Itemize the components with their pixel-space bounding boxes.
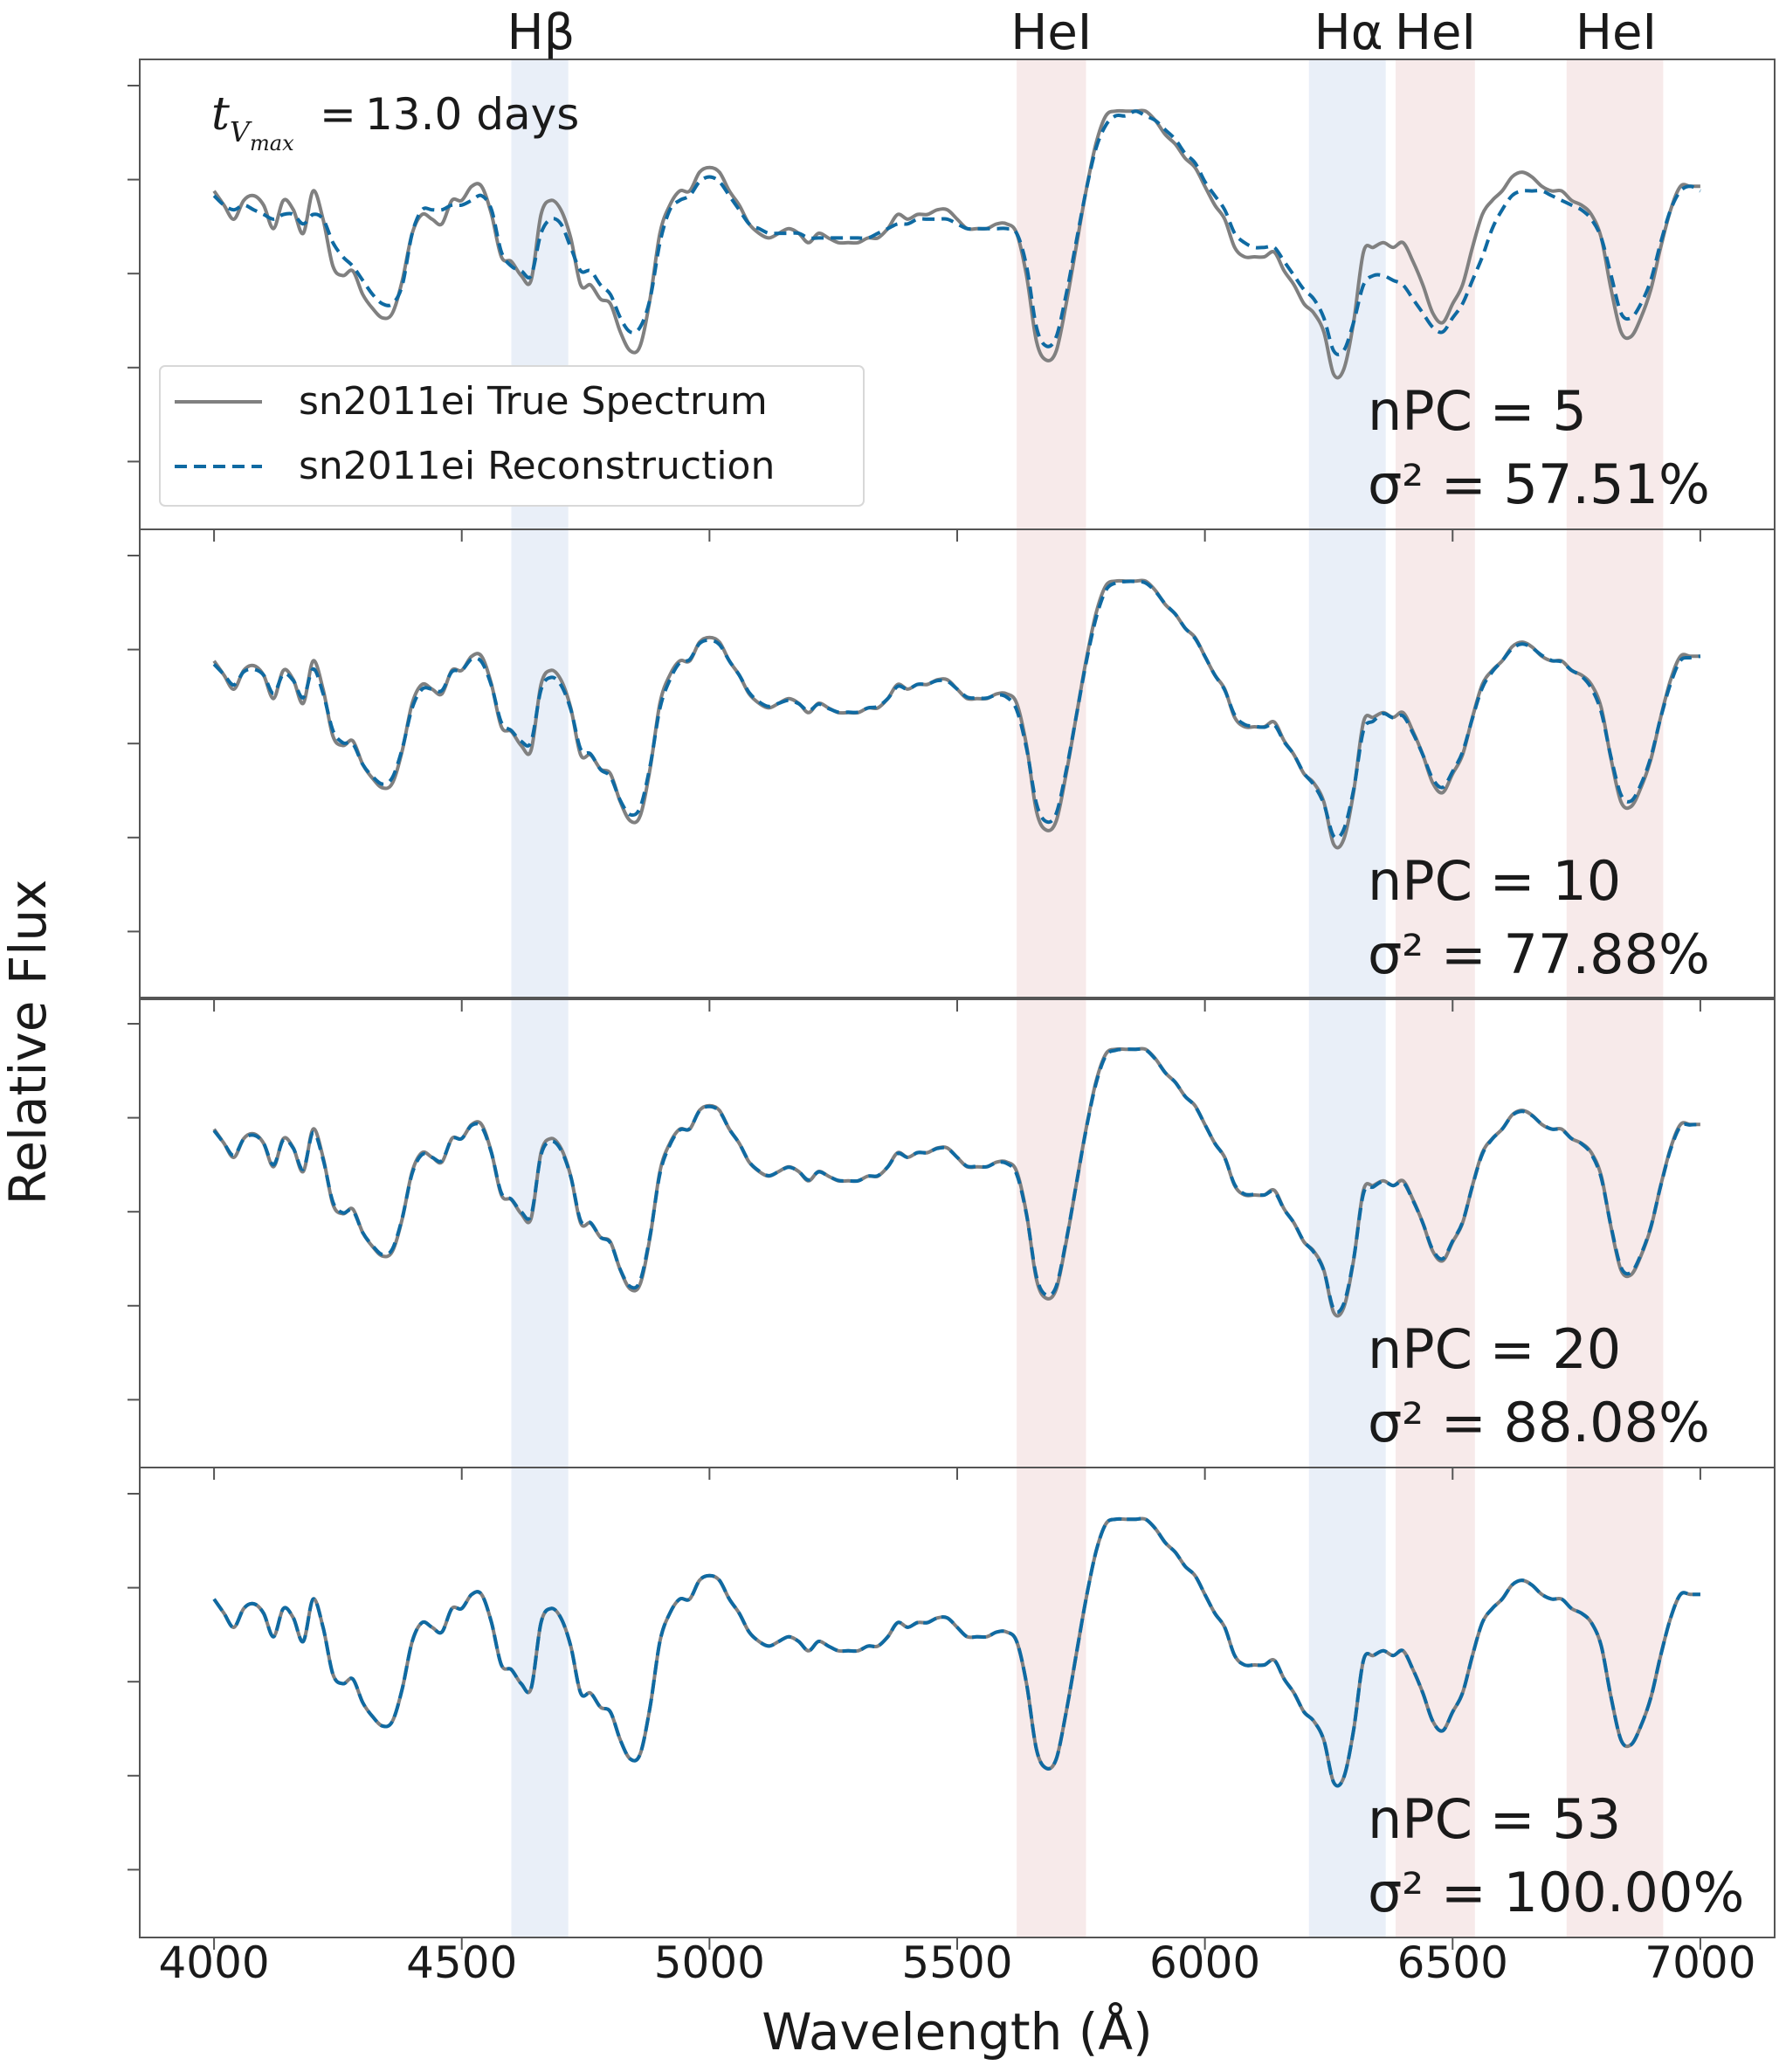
panel-0-variance: σ² = 57.51% bbox=[1368, 452, 1710, 516]
x-tick-label-2: 5000 bbox=[654, 1937, 765, 1988]
x-tick-label-3: 5500 bbox=[901, 1937, 1012, 1988]
panel-frames bbox=[128, 59, 1776, 1950]
line-label-1: HeI bbox=[1010, 4, 1092, 61]
x-tick-label-5: 6500 bbox=[1397, 1937, 1508, 1988]
x-axis-title: Wavelength (Å) bbox=[762, 2001, 1152, 2062]
panel-3-frame bbox=[139, 1467, 1776, 1938]
line-label-3: HeI bbox=[1395, 4, 1476, 61]
panel-2-npc: nPC = 20 bbox=[1368, 1317, 1621, 1381]
epoch-value: 13.0 days bbox=[365, 89, 579, 140]
x-tick-label-4: 6000 bbox=[1149, 1937, 1260, 1988]
epoch-equals: = bbox=[320, 89, 356, 140]
reconstruction-panel-1 bbox=[212, 579, 1701, 840]
true-spectrum-panel-3 bbox=[212, 1516, 1700, 1788]
true-spectrum-panel-1 bbox=[212, 578, 1700, 850]
reconstruction-panel-0 bbox=[212, 109, 1701, 356]
x-tick-label-0: 4000 bbox=[158, 1937, 269, 1988]
panel-3-npc: nPC = 53 bbox=[1368, 1787, 1621, 1851]
epoch-label: tVmax bbox=[211, 88, 294, 155]
panel-2-variance: σ² = 88.08% bbox=[1368, 1391, 1710, 1454]
legend: sn2011ei True Spectrum sn2011ei Reconstr… bbox=[159, 365, 865, 507]
panel-1-npc: nPC = 10 bbox=[1368, 849, 1621, 913]
reconstruction-panel-2 bbox=[212, 1046, 1700, 1315]
panel-1-frame bbox=[139, 528, 1776, 1000]
y-axis-title: Relative Flux bbox=[0, 880, 58, 1205]
true-spectrum-panel-0 bbox=[212, 108, 1700, 380]
panel-1-variance: σ² = 77.88% bbox=[1368, 922, 1710, 986]
x-tick-label-6: 7000 bbox=[1645, 1937, 1755, 1988]
reconstruction-panel-3 bbox=[212, 1516, 1700, 1788]
legend-reconstruction-label: sn2011ei Reconstruction bbox=[299, 444, 775, 488]
true-spectrum-panel-2 bbox=[212, 1046, 1700, 1318]
panel-3-variance: σ² = 100.00% bbox=[1368, 1861, 1744, 1924]
spectrum-curves bbox=[212, 108, 1701, 1788]
panel-0-npc: nPC = 5 bbox=[1368, 379, 1587, 443]
x-tick-label-1: 4500 bbox=[406, 1937, 517, 1988]
line-label-4: HeI bbox=[1576, 4, 1657, 61]
legend-box bbox=[159, 365, 865, 507]
line-label-2: Hα bbox=[1314, 4, 1383, 61]
legend-true-label: sn2011ei True Spectrum bbox=[299, 379, 768, 424]
line-label-0: Hβ bbox=[507, 4, 576, 61]
